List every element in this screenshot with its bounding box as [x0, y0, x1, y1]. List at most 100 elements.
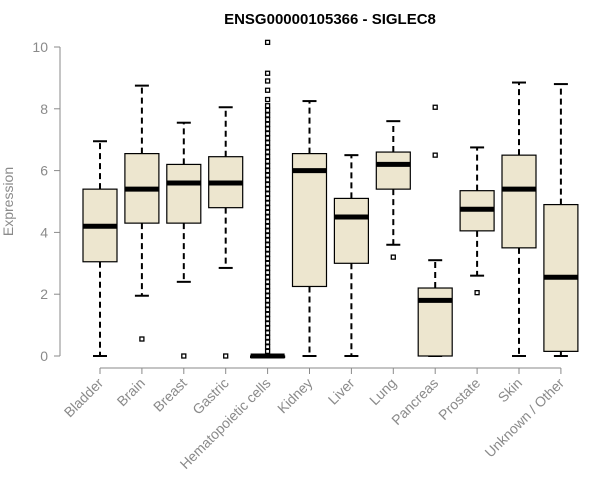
outlier-point: [139, 336, 145, 342]
x-tick-label: Breast: [150, 375, 190, 415]
outlier-point: [264, 293, 271, 299]
outlier-point: [264, 112, 271, 118]
outlier-point: [264, 135, 271, 141]
outlier-point: [264, 177, 271, 183]
outlier-point: [264, 195, 271, 202]
outlier-point: [264, 302, 271, 308]
outlier-point: [264, 228, 271, 234]
outlier-point: [264, 186, 271, 192]
box-body: [501, 154, 537, 249]
x-tick-label: Bladder: [61, 375, 107, 421]
outlier-point: [264, 297, 271, 304]
box-breast: [166, 121, 202, 359]
outlier-point: [223, 353, 229, 359]
outlier-point: [264, 191, 271, 197]
x-tick-label: Liver: [325, 375, 358, 408]
y-axis-label: Expression: [0, 167, 16, 236]
box-body: [166, 163, 202, 224]
outlier-point: [264, 103, 271, 109]
outlier-point: [264, 218, 271, 225]
y-tick-label: 4: [40, 224, 48, 240]
outlier-point: [264, 325, 271, 331]
box-body: [333, 197, 369, 264]
outlier-point: [264, 126, 271, 132]
x-tick-label: Brain: [114, 375, 148, 409]
outlier-point: [264, 311, 271, 317]
outlier-point: [264, 269, 271, 276]
box-pancreas: [417, 104, 453, 357]
box-unknown-other: [543, 83, 579, 357]
outlier-point: [264, 237, 271, 243]
outlier-point: [264, 200, 271, 206]
outlier-point: [264, 78, 271, 84]
outlier-point: [264, 265, 271, 271]
outlier-point: [264, 209, 271, 215]
outlier-point: [264, 167, 271, 174]
x-tick-label: Pancreas: [388, 375, 441, 428]
outlier-point: [264, 242, 271, 248]
y-tick-label: 10: [32, 39, 48, 55]
y-tick-label: 0: [40, 348, 48, 364]
y-tick-label: 2: [40, 286, 48, 302]
outlier-point: [264, 39, 271, 46]
box-brain: [124, 84, 160, 342]
outlier-point: [432, 104, 438, 110]
outlier-point: [264, 205, 271, 211]
x-tick-label: Prostate: [435, 375, 483, 423]
outlier-point: [264, 70, 271, 76]
box-bladder: [82, 140, 118, 357]
box-series: [82, 39, 579, 359]
outlier-point: [474, 290, 480, 296]
outlier-point: [264, 246, 271, 253]
x-tick-label: Unknown / Other: [481, 375, 567, 461]
chart-title: ENSG00000105366 - SIGLEC8: [224, 11, 436, 28]
outlier-point: [264, 214, 271, 220]
box-hematopoietic-cells: [250, 39, 286, 359]
outlier-point: [264, 121, 271, 127]
outlier-point: [264, 144, 271, 151]
outlier-point: [264, 116, 271, 123]
outlier-point: [264, 87, 271, 93]
outlier-point: [264, 320, 271, 327]
outlier-point: [390, 254, 396, 260]
outlier-point: [264, 256, 271, 262]
outlier-point: [264, 251, 271, 257]
box-lung: [375, 120, 411, 260]
box-body: [375, 151, 411, 190]
y-tick-label: 8: [40, 101, 48, 117]
outlier-point: [181, 353, 187, 359]
outlier-point: [264, 232, 271, 239]
outlier-point: [264, 283, 271, 290]
outlier-point: [264, 279, 271, 285]
outlier-point: [264, 223, 271, 229]
outlier-point: [264, 130, 271, 137]
outlier-point: [264, 316, 271, 322]
y-axis: 0 2 4 6 8 10: [32, 39, 61, 364]
x-tick-label: Skin: [495, 375, 526, 406]
outlier-point: [264, 154, 271, 160]
outlier-point: [264, 344, 271, 350]
outlier-point: [264, 158, 271, 164]
outlier-point: [264, 149, 271, 155]
outlier-point: [264, 339, 271, 345]
box-liver: [333, 154, 369, 357]
outlier-point: [264, 96, 271, 103]
outlier-point: [264, 334, 271, 341]
outlier-point: [264, 330, 271, 336]
box-gastric: [208, 106, 244, 359]
outlier-point: [432, 152, 438, 158]
box-kidney: [291, 100, 328, 357]
x-tick-label: Kidney: [274, 375, 316, 417]
outlier-point: [264, 306, 271, 313]
outlier-point: [264, 140, 271, 146]
outlier-point: [264, 348, 271, 355]
outlier-point: [264, 288, 271, 294]
outlier-point: [264, 107, 271, 113]
box-skin: [501, 81, 537, 357]
x-tick-label: Lung: [366, 375, 399, 408]
outlier-point: [264, 274, 271, 280]
outlier-point: [264, 260, 271, 266]
y-tick-label: 6: [40, 163, 48, 179]
box-prostate: [459, 146, 495, 296]
